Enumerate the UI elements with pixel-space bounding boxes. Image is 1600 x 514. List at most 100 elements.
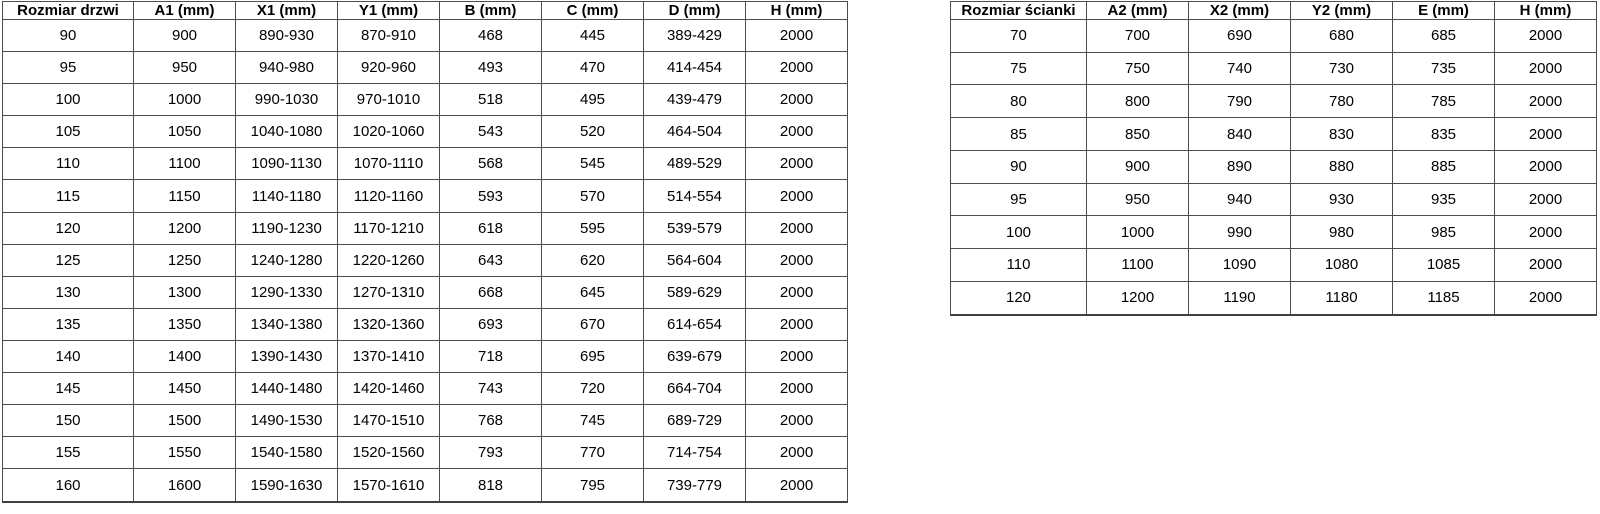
table-cell: 2000	[1494, 149, 1597, 184]
table-cell: 464-504	[643, 115, 746, 149]
table-cell: 1190-1230	[235, 211, 338, 245]
table-row: 70 700 690 680 685 2000	[950, 19, 1597, 53]
column-header: A1 (mm)	[133, 1, 236, 20]
table-cell: 880	[1290, 149, 1393, 184]
table-cell: 75	[950, 51, 1087, 86]
table-row: 135 1350 1340-1380 1320-1360 693 670 614-654 20…	[2, 307, 848, 341]
table-cell: 830	[1290, 117, 1393, 151]
table-cell: 985	[1392, 215, 1495, 250]
table-cell: 670	[541, 307, 644, 341]
table-cell: 980	[1290, 215, 1393, 250]
table-cell: 564-604	[643, 243, 746, 277]
table-row: 120 1200 1190-1230 1170-1210 618 595 539-579 20…	[2, 211, 848, 245]
table-cell: 1020-1060	[337, 115, 440, 149]
table-cell: 1140-1180	[235, 179, 338, 213]
table-cell: 2000	[745, 404, 848, 438]
table-cell: 110	[2, 147, 134, 181]
table-cell: 970-1010	[337, 83, 440, 117]
table-cell: 1370-1410	[337, 339, 440, 374]
table-cell: 1320-1360	[337, 307, 440, 341]
table-cell: 1290-1330	[235, 275, 338, 309]
table-cell: 1120-1160	[337, 179, 440, 213]
table-row: 115 1150 1140-1180 1120-1160 593 570 514-554 20…	[2, 179, 848, 213]
table-cell: 1040-1080	[235, 115, 338, 149]
column-header: Rozmiar ścianki	[950, 1, 1087, 20]
table-cell: 105	[2, 115, 134, 149]
table-row: 110 1100 1090-1130 1070-1110 568 545 489-529 20…	[2, 147, 848, 181]
table-cell: 2000	[745, 468, 848, 503]
table-cell: 2000	[1494, 84, 1597, 119]
table-cell: 714-754	[643, 436, 746, 470]
table-cell: 1050	[133, 115, 236, 149]
table-cell: 750	[1086, 51, 1189, 86]
column-header: H (mm)	[1494, 1, 1597, 20]
column-header: E (mm)	[1392, 1, 1495, 20]
table-row: 150 1500 1490-1530 1470-1510 768 745 689-729 20…	[2, 404, 848, 438]
table-cell: 793	[439, 436, 542, 470]
table-cell: 1080	[1290, 248, 1393, 282]
table-row: 95 950 940 930 935 2000	[950, 182, 1597, 217]
table-row: 110 1100 1090 1080 1085 2000	[950, 248, 1597, 282]
column-header: B (mm)	[439, 1, 542, 20]
table-cell: 735	[1392, 51, 1495, 86]
table-cell: 1490-1530	[235, 404, 338, 438]
table-cell: 90	[2, 18, 134, 53]
table-cell: 135	[2, 307, 134, 341]
table-cell: 543	[439, 115, 542, 149]
table-cell: 1440-1480	[235, 372, 338, 406]
table-cell: 890	[1188, 149, 1291, 184]
table-cell: 1090-1130	[235, 147, 338, 181]
table-cell: 780	[1290, 84, 1393, 119]
table-cell: 514-554	[643, 179, 746, 213]
table-cell: 568	[439, 147, 542, 181]
table-cell: 1180	[1290, 280, 1393, 316]
table-row: 145 1450 1440-1480 1420-1460 743 720 664-704 20…	[2, 372, 848, 406]
table-cell: 2000	[745, 51, 848, 85]
table-cell: 1270-1310	[337, 275, 440, 309]
table-cell: 745	[541, 404, 644, 438]
table-cell: 85	[950, 117, 1087, 151]
table-cell: 1400	[133, 339, 236, 374]
table-cell: 620	[541, 243, 644, 277]
table-cell: 695	[541, 339, 644, 374]
table-cell: 100	[2, 83, 134, 117]
table-cell: 950	[133, 51, 236, 85]
table-cell: 920-960	[337, 51, 440, 85]
table-row: 100 1000 990 980 985 2000	[950, 215, 1597, 250]
table-cell: 120	[950, 280, 1087, 316]
table-cell: 1350	[133, 307, 236, 341]
table-row: 160 1600 1590-1630 1570-1610 818 795 739-779 20…	[2, 468, 848, 503]
table-cell: 1390-1430	[235, 339, 338, 374]
column-header: D (mm)	[643, 1, 746, 20]
table-cell: 1450	[133, 372, 236, 406]
table-cell: 689-729	[643, 404, 746, 438]
table-cell: 2000	[1494, 280, 1597, 316]
table-cell: 468	[439, 18, 542, 53]
table-row: 80 800 790 780 785 2000	[950, 84, 1597, 119]
table-cell: 1070-1110	[337, 147, 440, 181]
table-cell: 389-429	[643, 18, 746, 53]
table-cell: 940	[1188, 182, 1291, 217]
table-cell: 95	[950, 182, 1087, 217]
wall-table-body: 70 700 690 680 685 2000 75 750 740 730 735 2000 80 80…	[950, 19, 1597, 316]
table-cell: 589-629	[643, 275, 746, 309]
table-cell: 2000	[745, 307, 848, 341]
table-cell: 445	[541, 18, 644, 53]
table-cell: 140	[2, 339, 134, 374]
table-cell: 1240-1280	[235, 243, 338, 277]
table-cell: 150	[2, 404, 134, 438]
door-table-header-row: Rozmiar drzwi A1 (mm) X1 (mm) Y1 (mm) B (mm)…	[2, 1, 848, 20]
table-cell: 768	[439, 404, 542, 438]
table-row: 140 1400 1390-1430 1370-1410 718 695 639-679 20…	[2, 339, 848, 374]
table-cell: 700	[1086, 19, 1189, 53]
table-row: 105 1050 1040-1080 1020-1060 543 520 464-504 20…	[2, 115, 848, 149]
column-header: Y2 (mm)	[1290, 1, 1393, 20]
table-cell: 718	[439, 339, 542, 374]
table-cell: 593	[439, 179, 542, 213]
table-cell: 130	[2, 275, 134, 309]
table-cell: 693	[439, 307, 542, 341]
table-cell: 95	[2, 51, 134, 85]
table-cell: 2000	[745, 275, 848, 309]
column-header: Y1 (mm)	[337, 1, 440, 20]
